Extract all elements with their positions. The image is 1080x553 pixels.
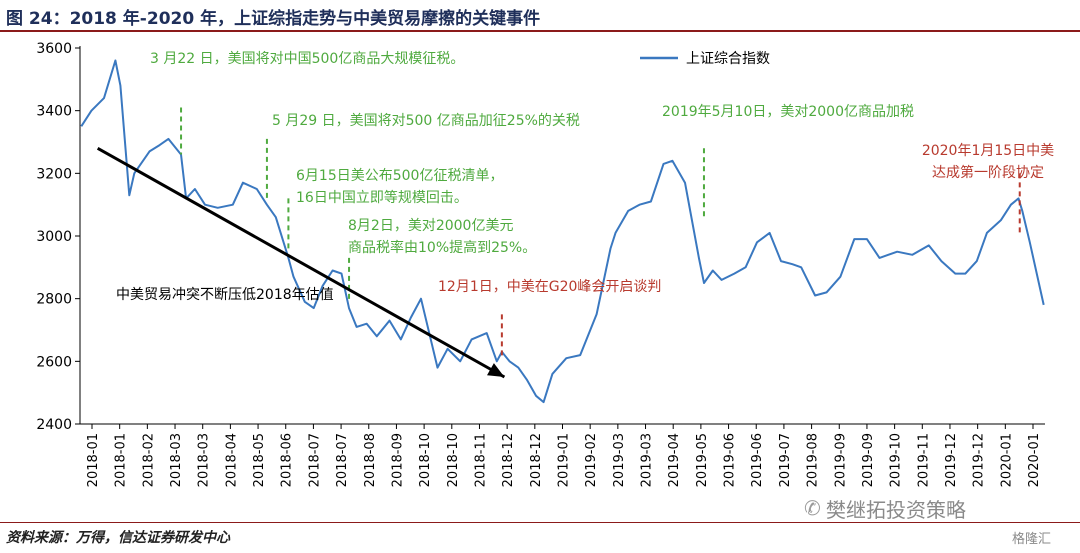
- x-tick-label: 2018-12: [501, 433, 516, 487]
- x-tick-label: 2018-10: [418, 433, 433, 487]
- x-tick-label: 2019-02: [584, 433, 599, 487]
- chart-axes: 2400 2600 2800 3000 3200 3400 3600 2018-01 2018-…: [36, 41, 1045, 487]
- watermark-text: 樊继拓投资策略: [826, 498, 966, 522]
- x-tick-label: 2018-01: [114, 433, 129, 487]
- x-tick-label: 2019-12: [972, 433, 987, 487]
- y-tick-label: 3000: [36, 229, 72, 245]
- x-tick-label: 2018-07: [307, 433, 322, 487]
- x-tick-label: 2018-12: [529, 433, 544, 487]
- event-annotation-text: 2020年1月15日中美: [922, 143, 1054, 159]
- x-tick-label: 2018-05: [252, 433, 267, 487]
- y-tick-label: 2800: [36, 292, 72, 308]
- series-line-shanghai-composite: [80, 59, 1045, 404]
- x-tick-label: 2018-07: [335, 433, 350, 487]
- shanghai-composite-chart: 2400 2600 2800 3000 3200 3400 3600 2018-01 2018-…: [36, 41, 1054, 487]
- trend-arrow-head: [487, 363, 505, 377]
- event-annotation-text: 16日中国立即等规模回击。: [296, 189, 468, 206]
- figure-title: 图 24：2018 年-2020 年，上证综指走势与中美贸易摩擦的关键事件: [6, 9, 541, 29]
- x-tick-label: 2019-12: [944, 433, 959, 487]
- x-tick-label: 2018-11: [473, 433, 488, 487]
- event-annotation-text: 达成第一阶段协定: [932, 164, 1044, 181]
- y-tick-label: 3600: [36, 41, 72, 57]
- x-tick-label: 2018-03: [197, 433, 212, 487]
- x-tick-label: 2020-01: [999, 433, 1014, 487]
- x-tick-label: 2019-11: [916, 433, 931, 487]
- y-tick-label: 2600: [36, 354, 72, 370]
- event-annotation-text: 8月2日，美对2000亿美元: [348, 218, 513, 234]
- trend-arrow-shaft: [96, 146, 506, 379]
- title-divider: [0, 30, 1080, 32]
- x-tick-label: 2019-01: [557, 433, 572, 487]
- event-annotation-text: 6月15日美公布500亿征税清单，: [296, 168, 503, 184]
- figure-header: 图 24：2018 年-2020 年，上证综指走势与中美贸易摩擦的关键事件: [0, 0, 1080, 30]
- x-tick-label: 2019-07: [778, 433, 793, 487]
- x-tick-label: 2019-08: [806, 433, 821, 487]
- source-note: 资料来源：万得，信达证券研发中心: [6, 530, 230, 546]
- x-tick-label: 2018-08: [363, 433, 378, 487]
- watermark-logo: 格隆汇: [1012, 532, 1052, 547]
- x-tick-label: 2019-06: [723, 433, 738, 487]
- x-tick-label: 2019-03: [640, 433, 655, 487]
- wechat-icon: ✆: [804, 496, 821, 520]
- x-tick-label: 2018-02: [141, 433, 156, 487]
- x-tick-label: 2020-01: [1027, 433, 1042, 487]
- x-tick-label: 2018-04: [224, 433, 239, 487]
- annotation-layer: 3 月22 日，美国将对中国500亿商品大规模征税。 5 月29 日，美国将对50…: [96, 51, 1054, 379]
- event-annotation-text: 商品税率由10%提高到25%。: [348, 239, 536, 256]
- x-tick-label: 2018-09: [390, 433, 405, 487]
- x-tick-label: 2019-03: [612, 433, 627, 487]
- y-tick-label: 3200: [36, 166, 72, 182]
- x-tick-label: 2018-01: [86, 433, 101, 487]
- x-tick-label: 2018-10: [446, 433, 461, 487]
- x-tick-label: 2019-09: [861, 433, 876, 487]
- footer-divider: [0, 522, 1080, 523]
- x-tick-label: 2019-10: [889, 433, 904, 487]
- trend-label: 中美贸易冲突不断压低2018年估值: [116, 287, 334, 303]
- y-tick-label: 2400: [36, 417, 72, 433]
- x-tick-label: 2019-09: [833, 433, 848, 487]
- x-tick-label: 2019-04: [667, 433, 682, 487]
- x-tick-label: 2019-05: [695, 433, 710, 487]
- x-tick-label: 2018-03: [169, 433, 184, 487]
- y-tick-label: 3400: [36, 104, 72, 120]
- event-annotation-text: 2019年5月10日，美对2000亿商品加税: [662, 104, 914, 120]
- x-tick-label: 2018-06: [280, 433, 295, 487]
- legend: 上证综合指数: [640, 51, 770, 67]
- series-layer: [80, 59, 1045, 404]
- event-annotation-text: 3 月22 日，美国将对中国500亿商品大规模征税。: [150, 51, 464, 67]
- legend-label: 上证综合指数: [686, 51, 770, 67]
- event-annotation-text: 12月1日，中美在G20峰会开启谈判: [438, 279, 661, 295]
- event-annotation-text: 5 月29 日，美国将对500 亿商品加征25%的关税: [272, 113, 580, 129]
- x-tick-label: 2019-06: [750, 433, 765, 487]
